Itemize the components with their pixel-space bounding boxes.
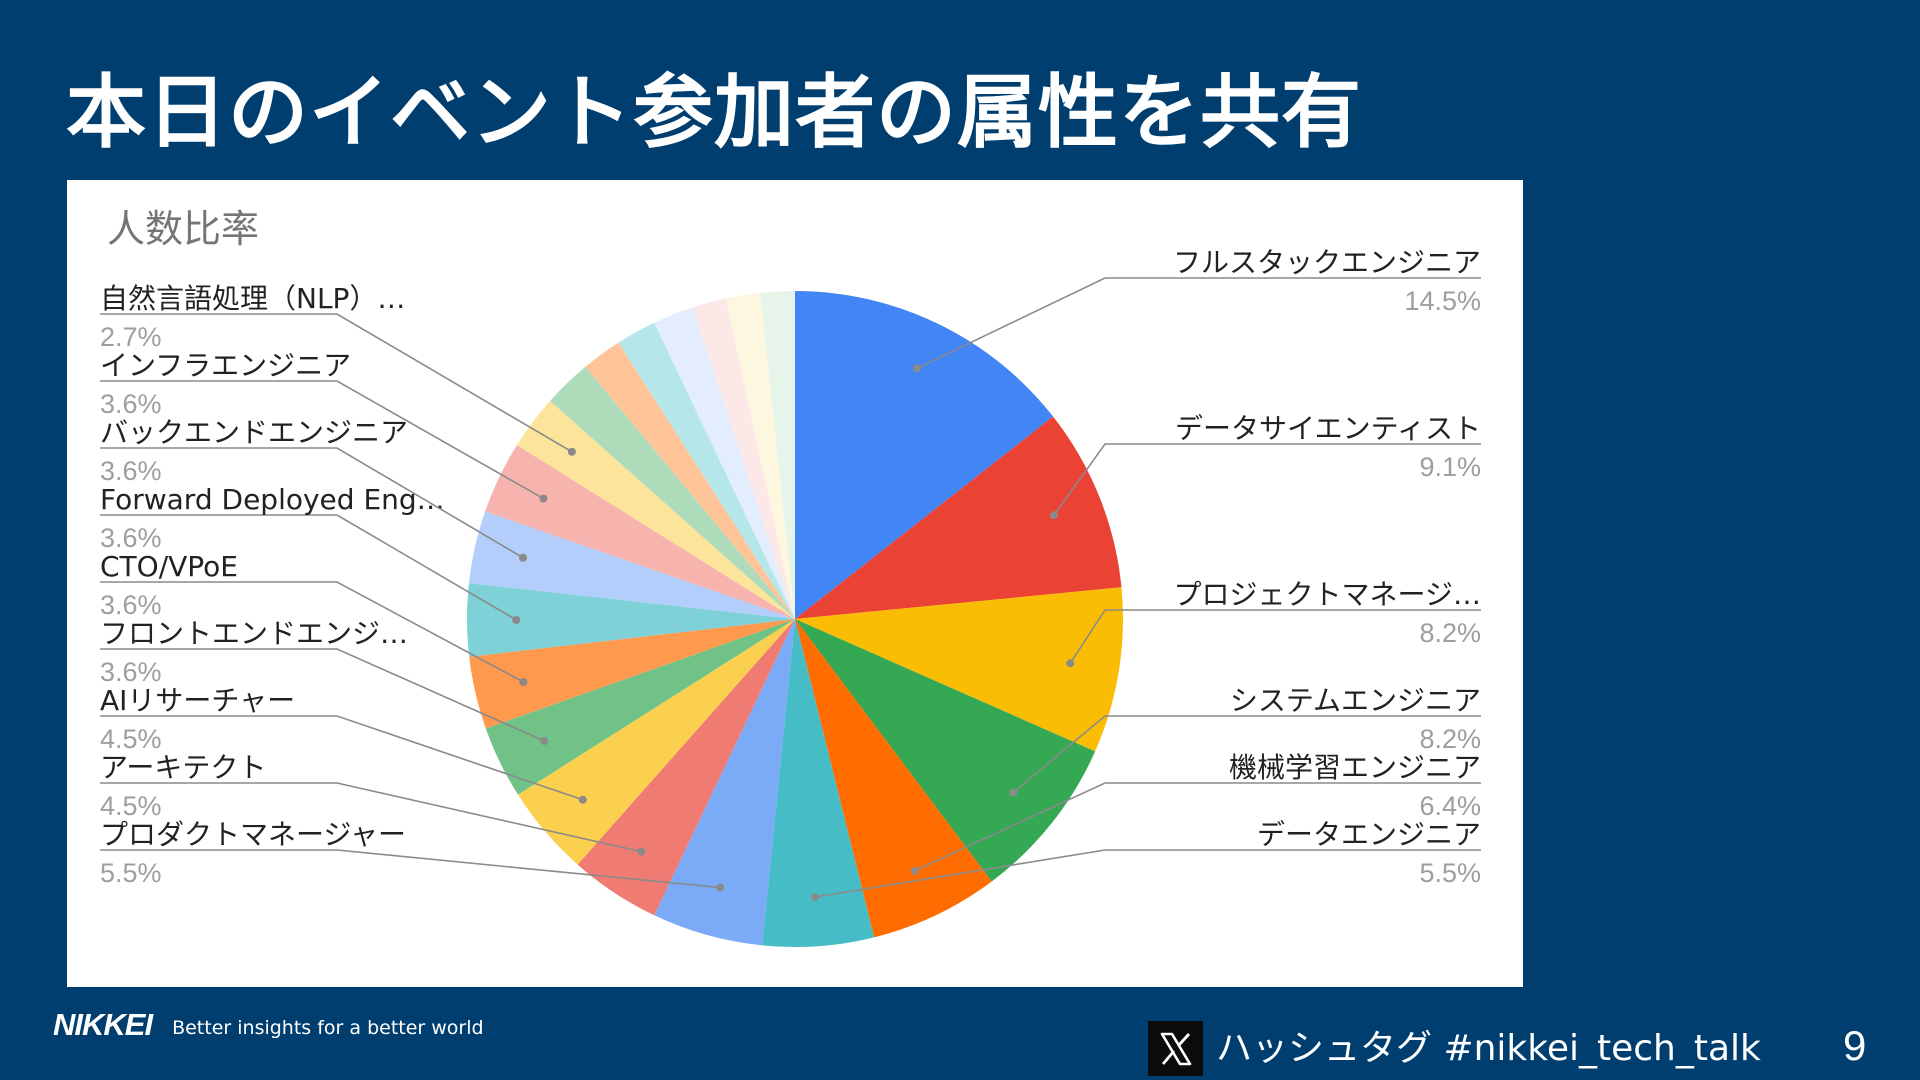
x-logo-icon	[1148, 1021, 1203, 1076]
pie-slice-20	[692, 298, 795, 619]
slice-label-3: プロジェクトマネージ…	[1174, 578, 1481, 611]
slice-label-11: CTO/VPoE	[100, 550, 238, 583]
pie-slice-21	[725, 292, 795, 619]
slice-percent-8: 4.5%	[100, 791, 162, 821]
pie-slice-15	[516, 400, 795, 619]
pie-slice-10	[485, 619, 795, 795]
callout-line-1	[916, 277, 1481, 370]
slice-percent-5: 6.4%	[1419, 791, 1481, 821]
pie-slice-19	[654, 307, 795, 619]
callout-line-6	[814, 849, 1481, 898]
pie-slices	[467, 291, 1123, 947]
slice-label-6: データエンジニア	[1257, 818, 1481, 851]
callout-line-12	[100, 514, 517, 621]
callout-line-15	[100, 313, 573, 453]
callout-line-13	[100, 447, 524, 559]
callout-dot-11	[519, 678, 528, 686]
slice-label-13: バックエンドエンジニア	[100, 416, 408, 449]
slice-percent-10: 3.6%	[100, 657, 162, 687]
pie-slice-8	[577, 619, 795, 916]
slice-label-15: 自然言語処理（NLP）…	[100, 282, 405, 315]
callout-line-7	[100, 849, 721, 889]
pie-slice-22	[760, 291, 795, 619]
callout-line-11	[100, 581, 524, 683]
slice-label-8: アーキテクト	[100, 751, 266, 784]
pie-slice-7	[654, 619, 795, 946]
pie-slice-1	[795, 291, 1054, 619]
pie-slice-12	[467, 583, 795, 657]
slice-percent-3: 8.2%	[1419, 618, 1481, 648]
pie-slice-16	[550, 366, 795, 619]
callout-line-5	[914, 782, 1481, 872]
pie-slice-14	[485, 445, 795, 619]
chart-card: 人数比率 フルスタックエンジニア 14.5% データサイエンティスト 9.1% プロジェ…	[67, 180, 1523, 987]
slice-percent-1: 14.5%	[1404, 286, 1481, 316]
slice-percent-4: 8.2%	[1419, 724, 1481, 754]
pie-slice-2	[795, 416, 1122, 619]
slice-percent-9: 4.5%	[100, 724, 162, 754]
slice-label-2: データサイエンティスト	[1175, 412, 1481, 445]
callout-line-3	[1069, 609, 1481, 664]
callout-line-8	[100, 782, 642, 853]
pie-chart: 人数比率 フルスタックエンジニア 14.5% データサイエンティスト 9.1% プロジェ…	[100, 207, 1481, 947]
slide-title: 本日のイベント参加者の属性を共有	[66, 66, 1362, 159]
pie-slice-17	[585, 342, 795, 619]
pie-slice-18	[618, 322, 795, 619]
pie-slice-6	[762, 619, 875, 947]
slice-percent-15: 2.7%	[100, 322, 162, 352]
pie-callouts: フルスタックエンジニア 14.5% データサイエンティスト 9.1% プロジェクトマネー…	[100, 246, 1481, 902]
callout-dot-15	[567, 447, 576, 456]
footer-brand: NIKKEI Better insights for a better worl…	[53, 1008, 484, 1042]
callout-line-14	[100, 380, 544, 500]
pie-slice-9	[518, 619, 795, 865]
slice-label-5: 機械学習エンジニア	[1229, 751, 1481, 784]
pie-slice-13	[468, 511, 795, 619]
callout-line-4	[1012, 715, 1481, 794]
slice-label-12: Forward Deployed Eng…	[100, 483, 445, 516]
slice-percent-14: 3.6%	[100, 389, 162, 419]
slice-label-10: フロントエンドエンジ…	[100, 617, 408, 650]
pie-slice-4	[795, 619, 1096, 882]
slice-percent-7: 5.5%	[100, 858, 162, 888]
slice-percent-13: 3.6%	[100, 456, 162, 486]
slice-label-1: フルスタックエンジニア	[1173, 246, 1481, 279]
slice-label-14: インフラエンジニア	[100, 349, 351, 382]
slice-label-7: プロダクトマネージャー	[100, 818, 406, 851]
callout-line-2	[1053, 443, 1481, 516]
pie-slice-11	[469, 619, 795, 729]
callout-line-9	[100, 715, 584, 801]
slice-percent-6: 5.5%	[1419, 858, 1481, 888]
nikkei-logo: NIKKEI	[53, 1007, 153, 1042]
hashtag-label: ハッシュタグ #nikkei_tech_talk	[1216, 1028, 1761, 1069]
page-number: 9	[1843, 1022, 1867, 1069]
callout-dot-12	[512, 615, 521, 624]
brand-tagline: Better insights for a better world	[172, 1017, 484, 1039]
pie-slice-3	[795, 587, 1123, 752]
callout-line-10	[100, 648, 545, 742]
slice-percent-11: 3.6%	[100, 590, 162, 620]
chart-title: 人数比率	[107, 207, 259, 251]
slice-percent-2: 9.1%	[1419, 452, 1481, 482]
slice-percent-12: 3.6%	[100, 523, 162, 553]
slice-label-4: システムエンジニア	[1230, 684, 1481, 717]
slice-label-9: AIリサーチャー	[100, 684, 295, 717]
